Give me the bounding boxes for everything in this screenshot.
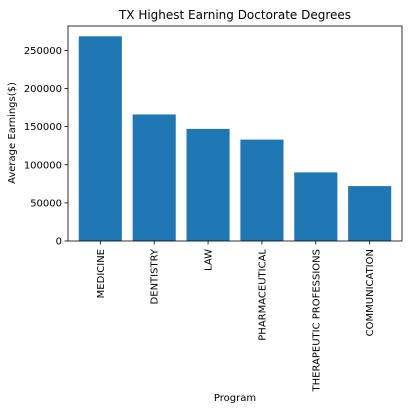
- y-tick-label: 0: [56, 237, 62, 248]
- x-axis-label: Program: [214, 393, 256, 404]
- x-tick-label: PHARMACEUTICAL: [257, 249, 268, 341]
- x-tick-label: COMMUNICATION: [365, 249, 376, 336]
- x-tick-label: DENTISTRY: [150, 248, 161, 304]
- y-tick-label: 50000: [30, 198, 62, 209]
- bar-pharmaceutical: [240, 139, 284, 241]
- bars-group: [78, 36, 392, 241]
- y-axis-label: Average Earnings($): [7, 82, 18, 184]
- y-axis-ticks: 0 50000 100000 150000 200000 250000: [24, 46, 68, 248]
- x-axis-ticks: MEDICINE DENTISTRY LAW PHARMACEUTICAL THERAP…: [96, 241, 376, 392]
- y-tick-label: 200000: [24, 84, 62, 95]
- x-tick-label: MEDICINE: [96, 249, 107, 298]
- y-tick-label: 100000: [24, 160, 62, 171]
- bar-law: [186, 128, 230, 241]
- bar-therapeutic-professions: [294, 172, 338, 241]
- plot-frame: [67, 25, 403, 242]
- x-tick-label: LAW: [204, 249, 215, 271]
- y-tick-label: 250000: [24, 46, 62, 57]
- bar-communication: [348, 186, 392, 241]
- x-tick-label: THERAPEUTIC PROFESSIONS: [311, 249, 322, 392]
- bar-medicine: [78, 36, 122, 241]
- bar-dentistry: [132, 114, 176, 241]
- y-tick-label: 150000: [24, 122, 62, 133]
- chart-title: TX Highest Earning Doctorate Degrees: [118, 8, 351, 22]
